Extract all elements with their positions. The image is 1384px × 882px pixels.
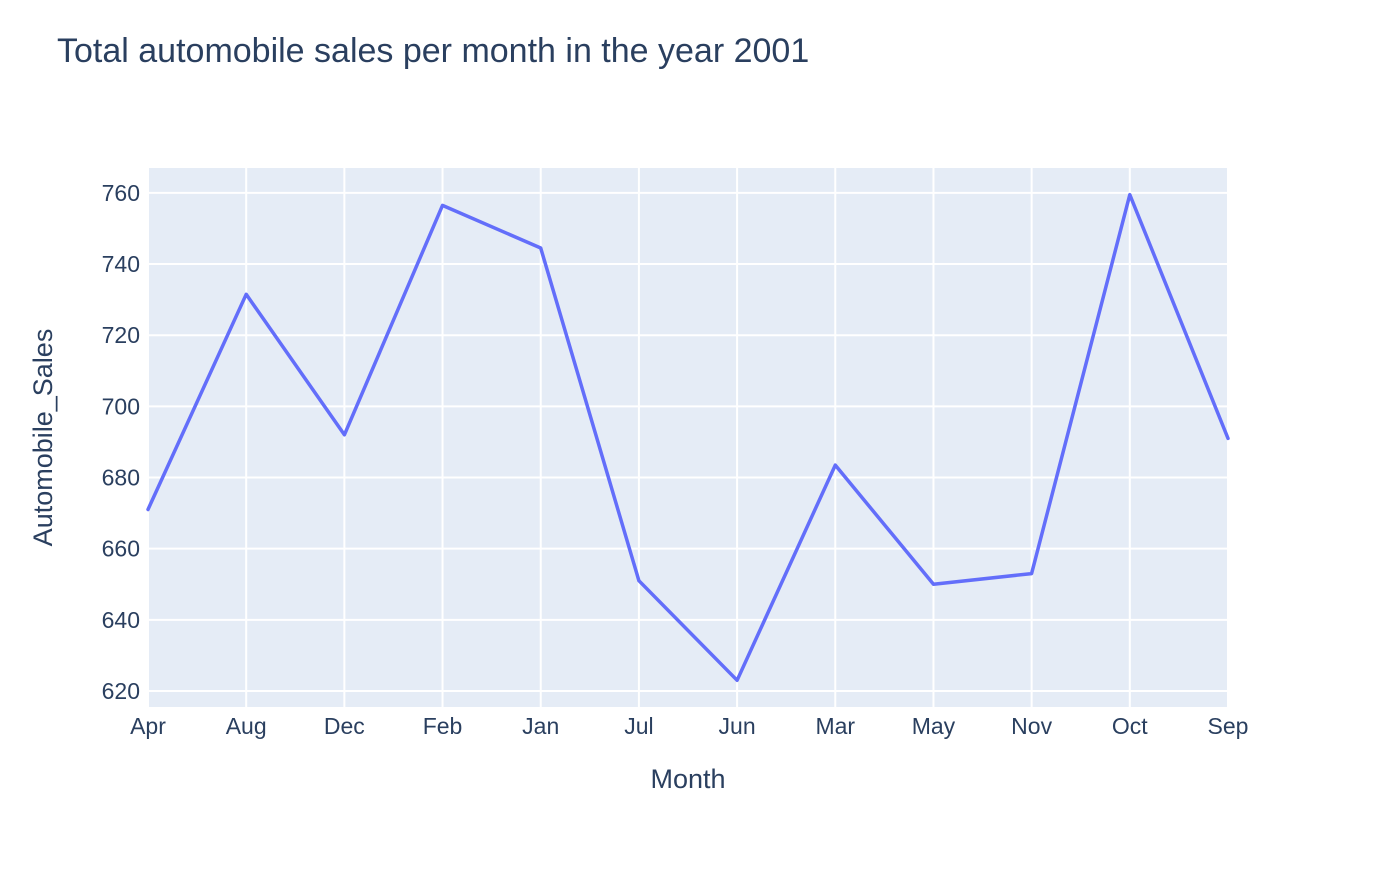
y-tick-label: 620: [102, 678, 140, 704]
data-point: [833, 463, 837, 467]
y-tick-label: 640: [102, 607, 140, 633]
x-tick-label: Nov: [1011, 713, 1052, 739]
x-tick-label: Sep: [1208, 713, 1249, 739]
plot-background: [148, 168, 1228, 707]
x-tick-label: Apr: [130, 713, 166, 739]
x-axis-title: Month: [650, 764, 725, 794]
data-point: [441, 203, 445, 207]
data-point: [146, 508, 150, 512]
y-tick-label: 680: [102, 465, 140, 491]
data-point: [342, 433, 346, 437]
x-tick-label: Oct: [1112, 713, 1148, 739]
data-point: [1030, 572, 1034, 576]
x-tick-label: Jan: [522, 713, 559, 739]
y-tick-label: 760: [102, 180, 140, 206]
y-tick-label: 700: [102, 393, 140, 419]
data-point: [931, 582, 935, 586]
data-point: [1226, 436, 1230, 440]
data-point: [735, 678, 739, 682]
data-point: [539, 246, 543, 250]
x-tick-label: Feb: [423, 713, 463, 739]
x-tick-label: Jun: [719, 713, 756, 739]
data-point: [244, 292, 248, 296]
chart-title: Total automobile sales per month in the …: [57, 32, 810, 70]
y-tick-label: 660: [102, 536, 140, 562]
data-point: [637, 579, 641, 583]
y-tick-label: 740: [102, 251, 140, 277]
x-tick-label: Dec: [324, 713, 365, 739]
x-tick-label: Aug: [226, 713, 267, 739]
x-tick-label: Jul: [624, 713, 653, 739]
data-point: [1128, 193, 1132, 197]
x-tick-label: May: [912, 713, 956, 739]
x-tick-label: Mar: [815, 713, 855, 739]
y-tick-label: 720: [102, 322, 140, 348]
series-line: [146, 192, 1230, 683]
y-axis-title: Automobile_Sales: [28, 329, 58, 547]
